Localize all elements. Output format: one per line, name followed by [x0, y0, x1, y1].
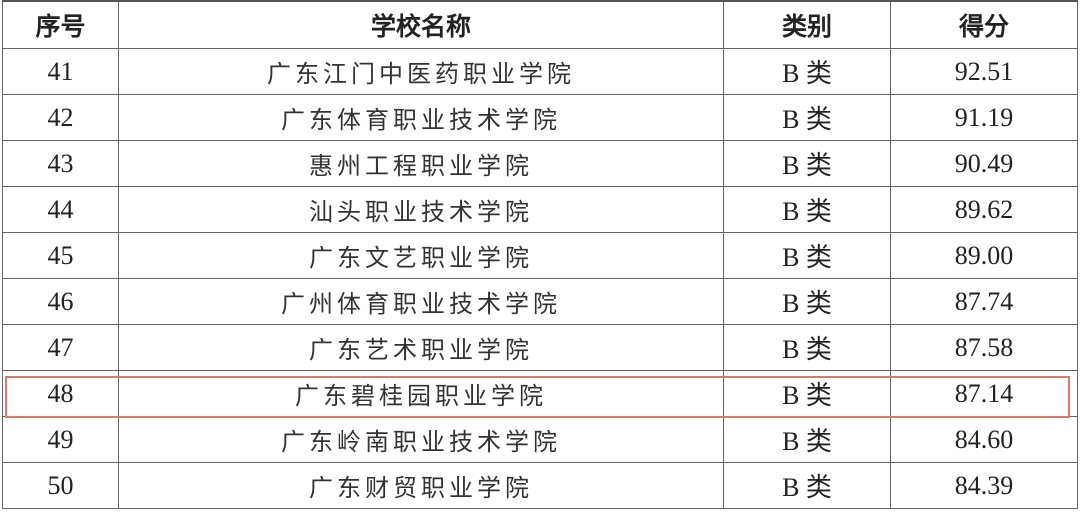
table-row: 47 广东艺术职业学院 B 类 87.58 [2, 324, 1078, 371]
score: 87.14 [890, 370, 1078, 417]
row-number: 46 [2, 278, 119, 325]
table-row: 46 广州体育职业技术学院 B 类 87.74 [2, 278, 1078, 325]
row-number: 48 [2, 370, 119, 417]
score: 84.60 [890, 416, 1078, 463]
header-score: 得分 [890, 0, 1078, 49]
category: B 类 [723, 416, 891, 463]
table-row: 50 广东财贸职业学院 B 类 84.39 [2, 462, 1078, 509]
score: 84.39 [890, 462, 1078, 509]
school-name: 广东艺术职业学院 [118, 324, 724, 371]
school-name: 广东江门中医药职业学院 [118, 48, 724, 95]
category: B 类 [723, 94, 891, 141]
row-number: 41 [2, 48, 119, 95]
score: 87.58 [890, 324, 1078, 371]
score: 92.51 [890, 48, 1078, 95]
table-row: 44 汕头职业技术学院 B 类 89.62 [2, 186, 1078, 233]
table-header-row: 序号 学校名称 类别 得分 [2, 0, 1078, 49]
table-row: 48 广东碧桂园职业学院 B 类 87.14 [2, 370, 1078, 417]
school-name: 广东体育职业技术学院 [118, 94, 724, 141]
score: 87.74 [890, 278, 1078, 325]
table-row: 42 广东体育职业技术学院 B 类 91.19 [2, 94, 1078, 141]
category: B 类 [723, 278, 891, 325]
category: B 类 [723, 232, 891, 279]
school-name: 广东文艺职业学院 [118, 232, 724, 279]
school-name: 广东财贸职业学院 [118, 462, 724, 509]
category: B 类 [723, 462, 891, 509]
header-category: 类别 [723, 0, 891, 49]
score: 89.62 [890, 186, 1078, 233]
school-name: 惠州工程职业学院 [118, 140, 724, 187]
school-name: 广东碧桂园职业学院 [118, 370, 724, 417]
header-school-name: 学校名称 [118, 0, 724, 49]
school-name: 汕头职业技术学院 [118, 186, 724, 233]
category: B 类 [723, 370, 891, 417]
category: B 类 [723, 48, 891, 95]
row-number: 47 [2, 324, 119, 371]
row-number: 49 [2, 416, 119, 463]
row-number: 43 [2, 140, 119, 187]
table-row: 41 广东江门中医药职业学院 B 类 92.51 [2, 48, 1078, 95]
row-number: 42 [2, 94, 119, 141]
table-row: 43 惠州工程职业学院 B 类 90.49 [2, 140, 1078, 187]
category: B 类 [723, 186, 891, 233]
school-name: 广州体育职业技术学院 [118, 278, 724, 325]
row-number: 50 [2, 462, 119, 509]
row-number: 45 [2, 232, 119, 279]
category: B 类 [723, 140, 891, 187]
table-row: 45 广东文艺职业学院 B 类 89.00 [2, 232, 1078, 279]
category: B 类 [723, 324, 891, 371]
table-row: 49 广东岭南职业技术学院 B 类 84.60 [2, 416, 1078, 463]
row-number: 44 [2, 186, 119, 233]
score: 90.49 [890, 140, 1078, 187]
score: 91.19 [890, 94, 1078, 141]
school-name: 广东岭南职业技术学院 [118, 416, 724, 463]
header-no: 序号 [2, 0, 119, 49]
score: 89.00 [890, 232, 1078, 279]
